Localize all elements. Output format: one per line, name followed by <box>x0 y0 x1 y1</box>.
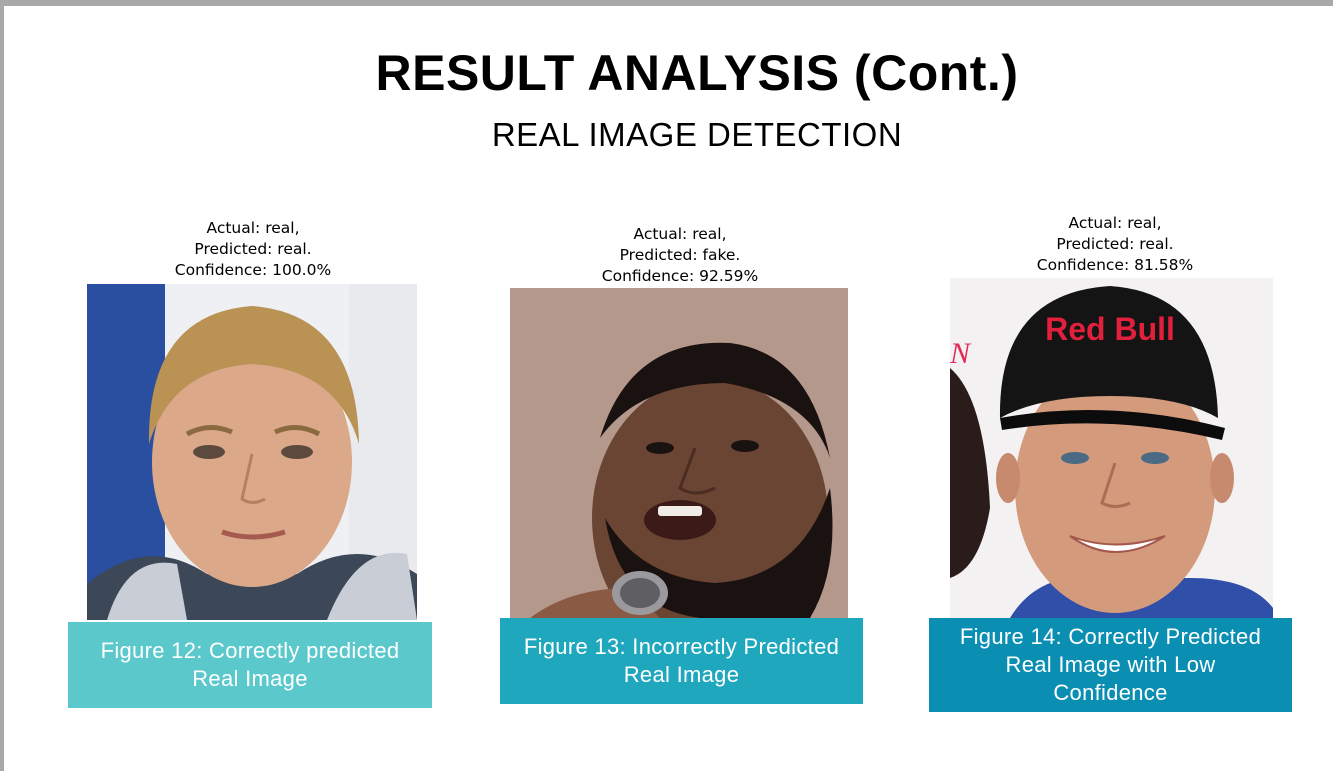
figure-12-predicted: Predicted: real. <box>194 240 312 258</box>
figure-13-photo <box>510 288 848 618</box>
figure-13-caption-line-2: Real Image <box>623 662 740 687</box>
figure-13-caption: Figure 13: Incorrectly Predicted Real Im… <box>500 618 863 704</box>
slide-title: RESULT ANALYSIS (Cont.) <box>375 45 1019 101</box>
figure-13-result: Actual: real, Predicted: fake. Confidenc… <box>510 224 850 287</box>
svg-text:N: N <box>950 337 972 370</box>
figure-13-confidence: Confidence: 92.59% <box>601 267 759 285</box>
figure-14-photo: N Red Bull <box>950 278 1273 618</box>
figure-13-caption-line-1: Figure 13: Incorrectly Predicted <box>523 634 840 659</box>
figure-12-result: Actual: real, Predicted: real. Confidenc… <box>88 218 418 281</box>
figure-12-confidence: Confidence: 100.0% <box>174 261 332 279</box>
figure-12-caption-line-2: Real Image <box>192 666 308 691</box>
figure-12-caption-line-1: Figure 12: Correctly predicted <box>100 638 400 663</box>
figure-14-result: Actual: real, Predicted: real. Confidenc… <box>950 213 1280 276</box>
figure-12-actual: Actual: real, <box>206 219 300 237</box>
figure-14-caption-line-3: Confidence <box>1053 680 1168 705</box>
slide: RESULT ANALYSIS (Cont.) REAL IMAGE DETEC… <box>4 6 1333 771</box>
figure-14-predicted: Predicted: real. <box>1056 235 1174 253</box>
figure-12-caption: Figure 12: Correctly predicted Real Imag… <box>68 622 432 708</box>
figure-13-actual: Actual: real, <box>633 225 727 243</box>
figure-14-caption: Figure 14: Correctly Predicted Real Imag… <box>929 618 1292 712</box>
slide-subtitle: REAL IMAGE DETECTION <box>491 116 903 153</box>
figure-12-photo <box>87 284 417 620</box>
figure-14-confidence: Confidence: 81.58% <box>1036 256 1194 274</box>
figure-14-caption-line-1: Figure 14: Correctly Predicted <box>959 624 1262 649</box>
figure-14-actual: Actual: real, <box>1068 214 1162 232</box>
cap-logo-text: Red Bull <box>1045 311 1175 347</box>
figure-14-caption-line-2: Real Image with Low <box>1005 652 1216 677</box>
figure-13-predicted: Predicted: fake. <box>619 246 741 264</box>
